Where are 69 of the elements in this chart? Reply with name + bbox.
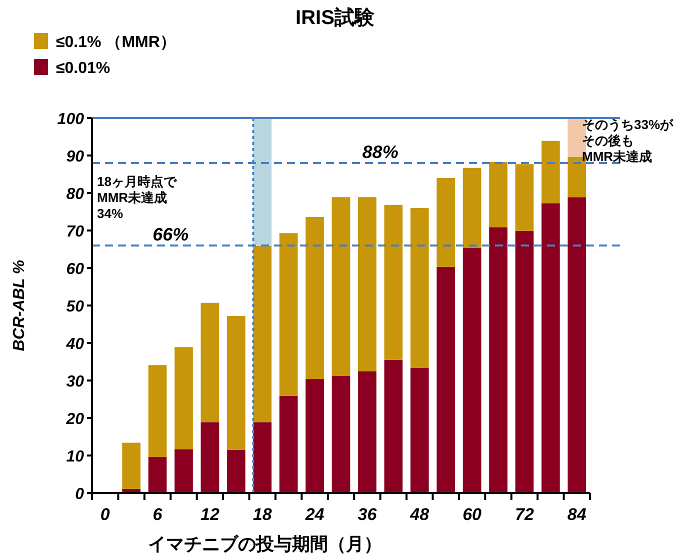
y-tick-label: 20 — [65, 411, 84, 428]
y-tick-label: 60 — [66, 261, 84, 278]
y-tick-label: 90 — [66, 148, 84, 166]
y-tick-label: 70 — [66, 224, 84, 240]
bar — [226, 450, 246, 493]
y-tick-label: 80 — [66, 186, 84, 203]
legend-label: ≤0.1% （MMR） — [56, 34, 176, 51]
bar — [332, 197, 350, 376]
bar — [384, 205, 403, 360]
annotation: そのうち33%が — [582, 117, 674, 132]
bar — [306, 379, 324, 493]
bar — [253, 118, 272, 246]
bar — [358, 371, 376, 493]
annotation: MMR未達成 — [97, 190, 168, 205]
bar — [515, 164, 534, 231]
annotation: 34% — [97, 206, 124, 221]
bar — [410, 208, 429, 368]
bar — [174, 449, 193, 493]
bar — [410, 368, 429, 493]
bar — [279, 233, 298, 396]
x-tick-label: 0 — [100, 505, 110, 524]
bar — [122, 442, 140, 489]
x-tick-label: 84 — [567, 505, 587, 524]
y-tick-label: 50 — [66, 298, 84, 316]
bar — [253, 422, 272, 493]
annotation: その後も — [582, 133, 634, 148]
annotation: 18ヶ月時点で — [97, 174, 178, 189]
x-tick-label: 48 — [409, 505, 430, 524]
bar — [515, 230, 534, 493]
bar — [279, 396, 298, 493]
bar — [253, 246, 272, 422]
x-tick-label: 24 — [304, 505, 325, 524]
bar — [489, 227, 508, 493]
bar — [148, 365, 167, 457]
bar — [174, 347, 193, 450]
bar — [358, 197, 376, 372]
x-tick-label: 72 — [515, 505, 534, 524]
bar — [436, 178, 456, 267]
bar — [462, 168, 482, 248]
bar — [306, 217, 324, 379]
y-tick-label: 40 — [65, 336, 84, 353]
legend-label: ≤0.01% — [56, 60, 110, 77]
x-tick-label: 36 — [358, 505, 378, 524]
x-axis-title: イマチニブの投与期間（月） — [148, 534, 382, 554]
bar — [200, 302, 220, 422]
x-tick-label: 18 — [252, 505, 272, 524]
y-tick-label: 0 — [75, 486, 84, 503]
ref-line-label: 66% — [152, 224, 189, 244]
bar — [384, 360, 403, 493]
x-tick-label: 60 — [462, 505, 482, 524]
annotation: MMR未達成 — [582, 149, 652, 164]
bar — [332, 376, 350, 493]
bar — [200, 422, 220, 493]
bar — [436, 266, 456, 493]
bar — [542, 203, 560, 493]
bar — [226, 316, 246, 450]
bar — [542, 140, 560, 204]
x-tick-label: 12 — [200, 505, 220, 524]
ref-line-label: 88% — [362, 142, 398, 162]
y-tick-label: 10 — [66, 448, 84, 466]
y-tick-label: 100 — [57, 111, 84, 128]
bar — [568, 197, 586, 493]
y-axis-title: BCR-ABL % — [11, 260, 28, 352]
x-tick-label: 6 — [152, 505, 163, 524]
bar — [489, 162, 508, 228]
chart-title: IRIS試験 — [296, 6, 376, 29]
y-tick-label: 30 — [66, 374, 84, 390]
bar — [462, 248, 482, 493]
bar — [148, 457, 167, 493]
